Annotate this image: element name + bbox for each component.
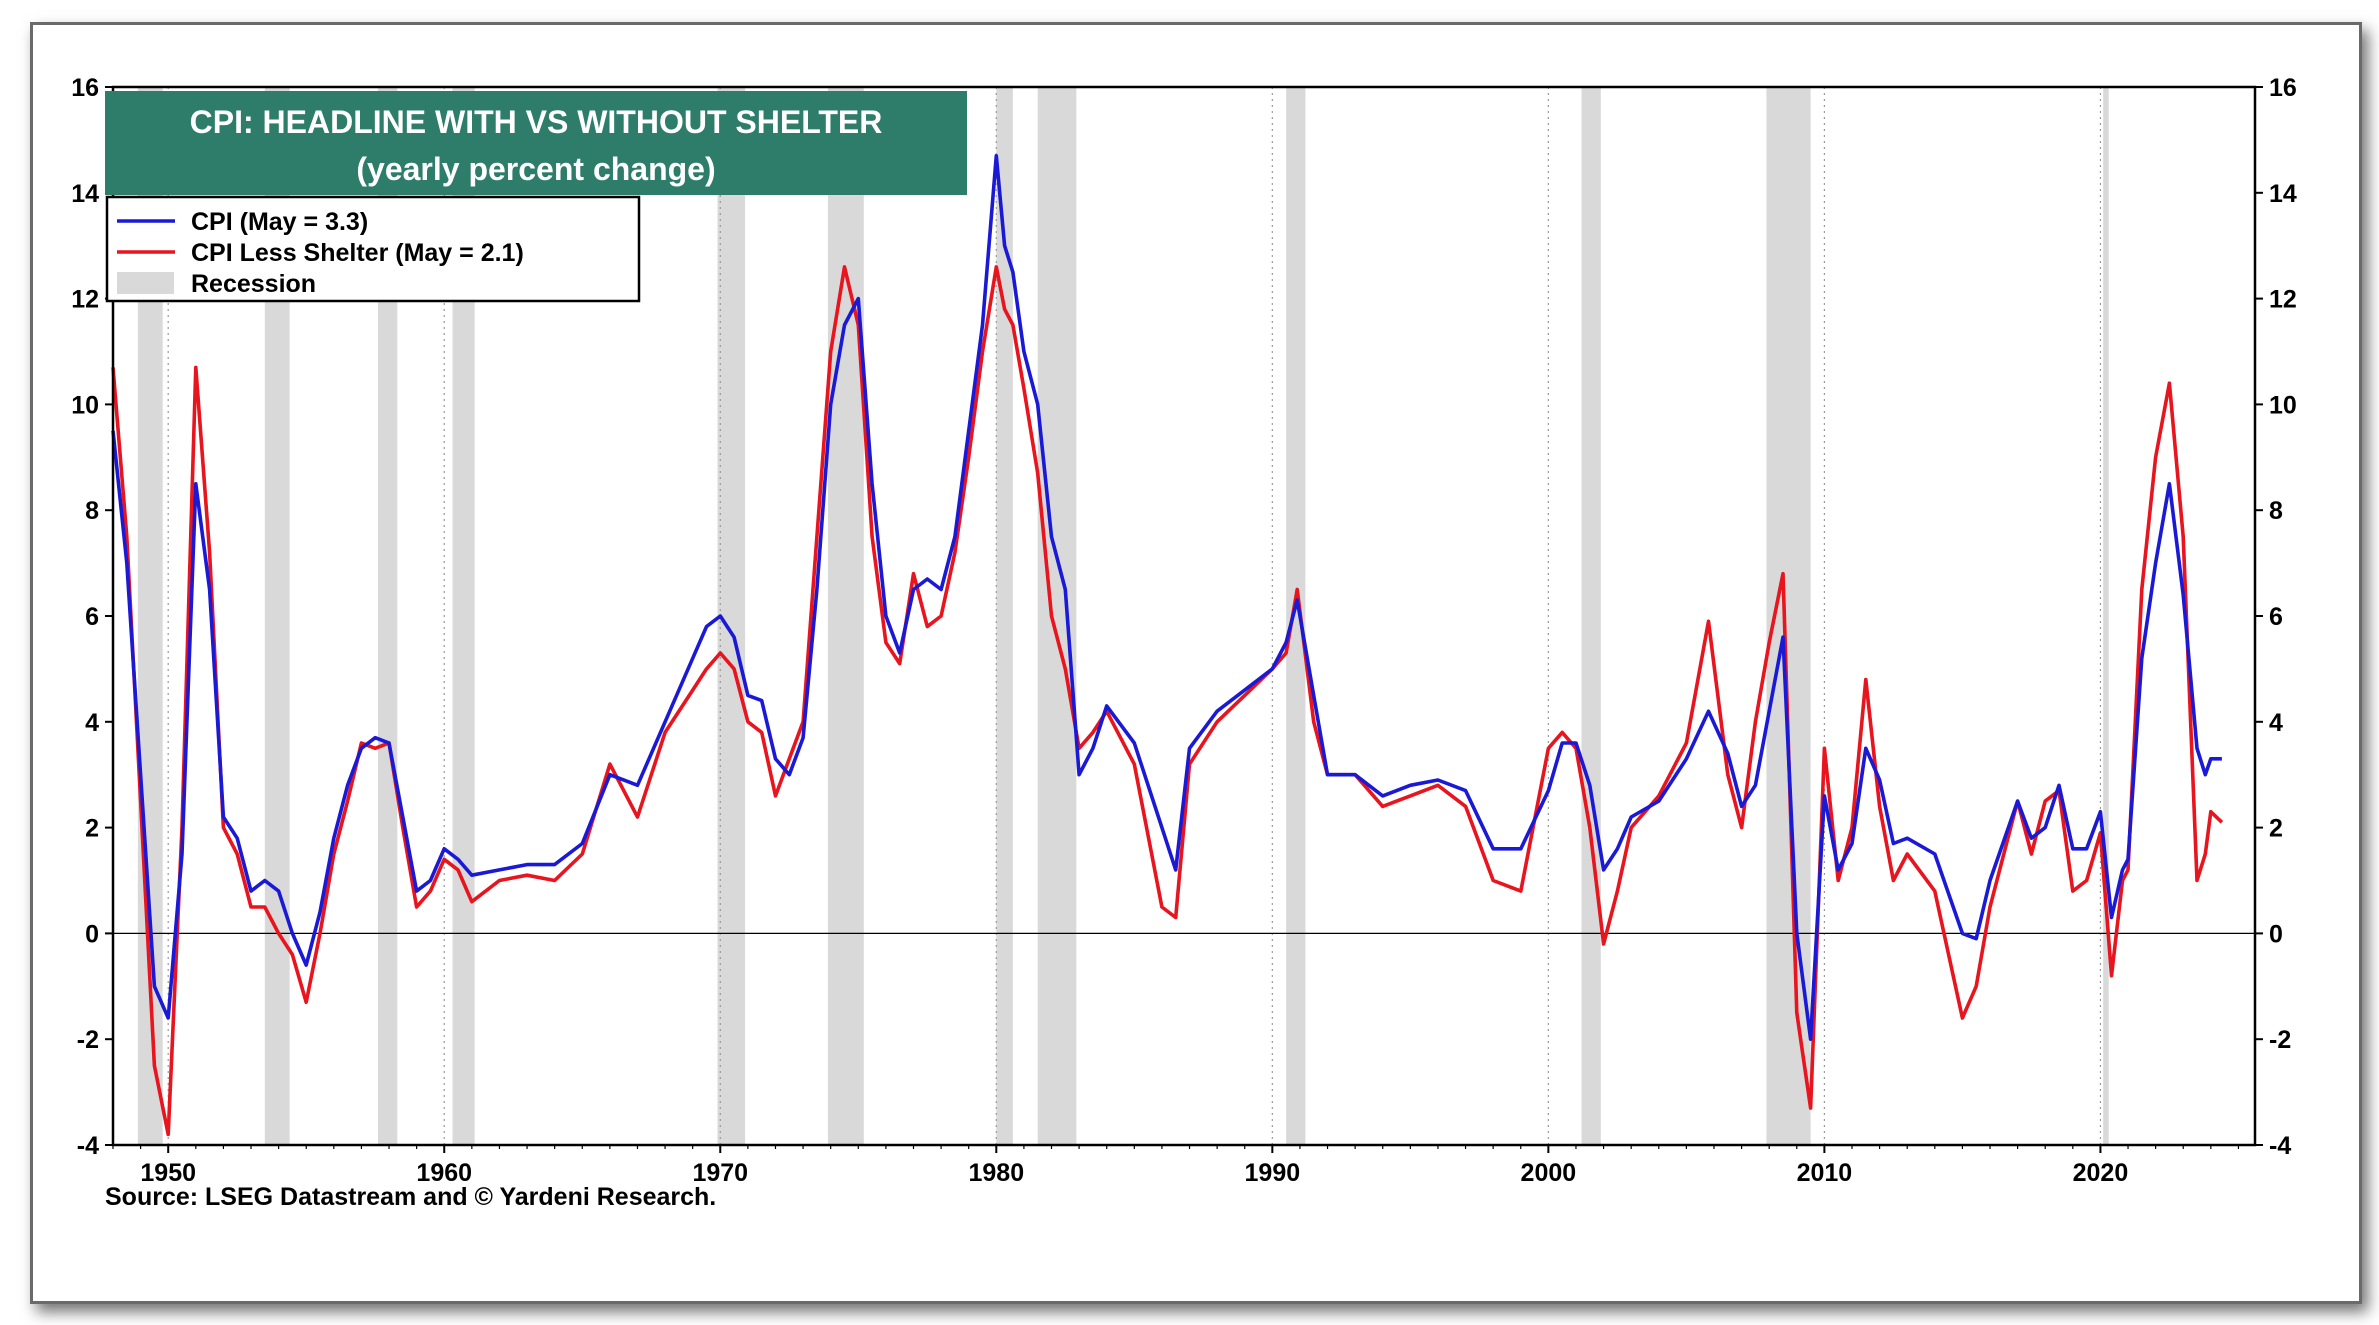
recession-band [1286,87,1306,1145]
y-tick-label-right: 0 [2269,920,2283,948]
series-line-cpi [111,154,2222,1042]
series-lines [111,154,2224,1137]
x-tick-label: 1990 [1245,1159,1301,1187]
recession-band [1037,87,1077,1145]
legend: CPI (May = 3.3) CPI Less Shelter (May = 2… [105,195,641,303]
y-tick-label-left: -2 [77,1026,99,1054]
chart-frame: -4 -4 -2 -2 0 0 2 2 4 4 6 6 8 8 10 10 12 12 14 14 16 16 1950 19… [30,22,2362,1304]
y-tick-label-right: -2 [2269,1026,2291,1054]
legend-border [105,195,641,303]
x-tick-label: 2000 [1521,1159,1577,1187]
y-tick-label-left: 10 [71,391,99,419]
y-tick-label-right: 4 [2269,709,2283,737]
legend-swatch-recession [117,272,174,294]
chart-svg: -4 -4 -2 -2 0 0 2 2 4 4 6 6 8 8 10 10 12 12 14 14 16 16 1950 19… [71,74,2297,1211]
y-tick-label-right: 16 [2269,74,2297,102]
x-tick-label: 2020 [2073,1159,2129,1187]
y-tick-label-left: 12 [71,286,99,314]
chart-source: Source: LSEG Datastream and © Yardeni Re… [105,1183,716,1211]
recession-band [996,87,1013,1145]
y-tick-label-right: 2 [2269,815,2283,843]
y-tick-label-right: 8 [2269,497,2283,525]
recession-band [827,87,864,1145]
y-tick-label-right: 10 [2269,391,2297,419]
legend-label: Recession [191,270,316,298]
y-tick-label-right: 14 [2269,180,2297,208]
x-tick-label: 1980 [968,1159,1024,1187]
legend-label: CPI Less Shelter (May = 2.1) [191,239,524,267]
series-line-cpi-less-shelter [111,265,2224,1137]
legend-label: CPI (May = 3.3) [191,208,368,236]
y-tick-label-left: 0 [85,920,99,948]
y-tick-label-left: 2 [85,815,99,843]
y-tick-label-left: 4 [85,709,99,737]
y-tick-label-left: 16 [71,74,99,102]
recession-band [2103,87,2109,1145]
axis-ticks: -4 -4 -2 -2 0 0 2 2 4 4 6 6 8 8 10 10 12 12 14 14 16 16 1950 19… [71,74,2297,1187]
recession-band [1581,87,1601,1145]
y-tick-label-right: -4 [2269,1132,2291,1160]
x-tick-label: 1950 [140,1159,196,1187]
chart-title: CPI: HEADLINE WITH VS WITHOUT SHELTER [190,104,883,140]
x-tick-label: 1960 [416,1159,472,1187]
x-tick-label: 1970 [692,1159,748,1187]
chart-subtitle: (yearly percent change) [356,151,715,187]
recession-band [377,87,398,1145]
y-tick-label-right: 12 [2269,286,2297,314]
x-tick-label: 2010 [1797,1159,1853,1187]
title-background [105,91,967,195]
recession-band [452,87,475,1145]
y-tick-label-right: 6 [2269,603,2283,631]
y-tick-label-left: -4 [77,1132,99,1160]
y-tick-label-left: 8 [85,497,99,525]
title-box: CPI: HEADLINE WITH VS WITHOUT SHELTER (y… [105,91,967,195]
y-tick-label-left: 14 [71,180,99,208]
y-tick-label-left: 6 [85,603,99,631]
